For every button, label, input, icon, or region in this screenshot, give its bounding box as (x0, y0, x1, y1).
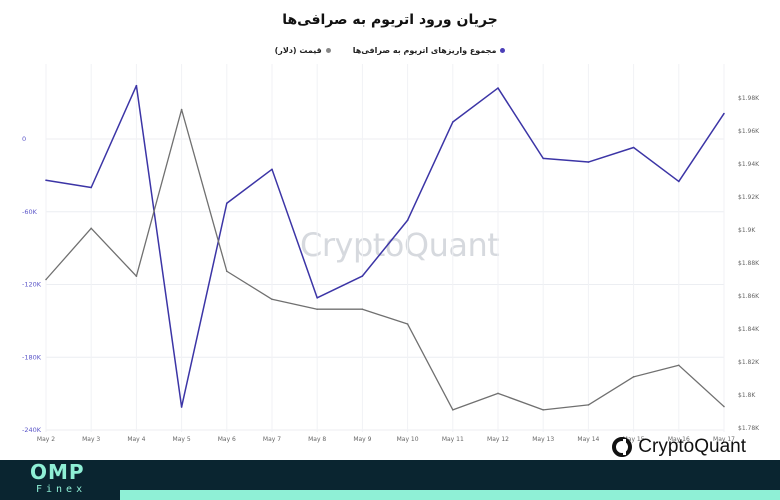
finex-logo-text: Finex (36, 484, 87, 495)
data-point-price (45, 278, 47, 281)
x-tick-label: May 10 (397, 436, 419, 443)
data-point-price (90, 227, 92, 230)
x-tick-label: May 8 (308, 436, 326, 443)
data-point-price (678, 364, 680, 367)
y-left-tick-label: -120K (22, 281, 42, 289)
chart-card: جریان ورود اتریوم به صرافی‌ها مجموع واری… (0, 0, 780, 460)
data-point-flow (542, 157, 544, 160)
series-line-price (45, 108, 725, 411)
data-point-price (180, 108, 183, 111)
data-point-flow (45, 179, 47, 182)
x-tick-label: May 13 (532, 436, 554, 443)
y-right-tick-label: $1.88K (738, 260, 760, 267)
data-point-price (135, 275, 138, 278)
data-point-flow (135, 84, 138, 87)
chart-watermark: CryptoQuant (300, 226, 500, 264)
data-point-flow (316, 297, 319, 299)
chart-title: جریان ورود اتریوم به صرافی‌ها (282, 12, 498, 28)
data-point-price (723, 405, 725, 408)
data-point-price (406, 323, 409, 325)
cryptoquant-logo-text: CryptoQuant (638, 436, 746, 457)
data-point-price (587, 404, 590, 406)
x-tick-label: May 12 (487, 436, 509, 443)
data-point-price (542, 409, 544, 411)
data-point-price (316, 308, 319, 311)
x-tick-label: May 17 (713, 436, 735, 443)
x-tick-label: May 2 (37, 436, 55, 443)
series-line-flow (45, 84, 725, 408)
data-point-price (271, 298, 273, 301)
x-tick-label: May 7 (263, 436, 281, 443)
data-point-flow (587, 161, 590, 163)
legend-dot-flow (500, 48, 506, 53)
chart-legend: مجموع واریزهای اتریوم به صرافی‌ها قیمت (… (0, 46, 780, 55)
cryptoquant-logo: CryptoQuant (612, 436, 746, 458)
legend-item-flow[interactable]: مجموع واریزهای اتریوم به صرافی‌ها (353, 46, 506, 55)
x-tick-label: May 9 (353, 436, 371, 443)
data-point-flow (497, 87, 499, 89)
x-tick-label: May 16 (668, 436, 690, 443)
y-right-tick-label: $1.8K (738, 392, 756, 399)
x-tick-label: May 5 (173, 436, 191, 443)
x-tick-label: May 3 (82, 436, 100, 443)
y-right-tick-label: $1.94K (738, 161, 760, 168)
legend-dot-price (325, 48, 331, 53)
footer-accent-bar (120, 490, 780, 500)
data-point-flow (723, 112, 725, 115)
omp-logo-text: OMP (30, 460, 85, 484)
x-tick-label: May 4 (127, 436, 145, 443)
data-point-price (497, 392, 499, 395)
legend-label-flow: مجموع واریزهای اتریوم به صرافی‌ها (352, 46, 497, 55)
data-point-price (226, 270, 228, 273)
y-right-tick-label: $1.86K (738, 293, 760, 300)
y-right-tick-label: $1.98K (738, 95, 760, 102)
data-point-flow (271, 168, 273, 171)
data-point-flow (90, 186, 92, 189)
data-point-price (361, 308, 364, 311)
data-point-flow (452, 121, 454, 123)
y-left-tick-label: -240K (22, 426, 42, 434)
x-tick-label: May 15 (623, 436, 645, 443)
data-point-flow (361, 275, 364, 277)
data-point-flow (632, 146, 635, 149)
y-right-tick-label: $1.84K (738, 326, 760, 333)
y-right-tick-label: $1.92K (738, 194, 760, 201)
data-point-flow (180, 406, 183, 408)
legend-label-price: قیمت (دلار) (274, 46, 322, 55)
data-point-flow (226, 202, 228, 205)
y-left-tick-label: -180K (22, 353, 42, 361)
x-tick-label: May 6 (218, 436, 236, 443)
y-right-tick-label: $1.96K (738, 128, 760, 135)
y-right-tick-label: $1.82K (738, 359, 760, 366)
x-tick-label: May 11 (442, 436, 464, 443)
data-point-price (632, 376, 635, 378)
data-point-flow (406, 219, 409, 222)
y-left-tick-label: -60K (22, 208, 38, 216)
data-point-price (452, 409, 454, 411)
cryptoquant-logo-icon (612, 437, 633, 457)
y-right-tick-label: $1.78K (738, 425, 760, 432)
y-left-tick-label: 0 (22, 135, 26, 143)
y-right-tick-label: $1.9K (738, 227, 756, 234)
legend-item-price[interactable]: قیمت (دلار) (275, 46, 331, 55)
data-point-flow (678, 180, 680, 183)
x-tick-label: May 14 (577, 436, 599, 443)
chart-plot: 0 -60K -120K -180K -240K $1.98K $1.96K $1.94K $1… (22, 64, 760, 443)
